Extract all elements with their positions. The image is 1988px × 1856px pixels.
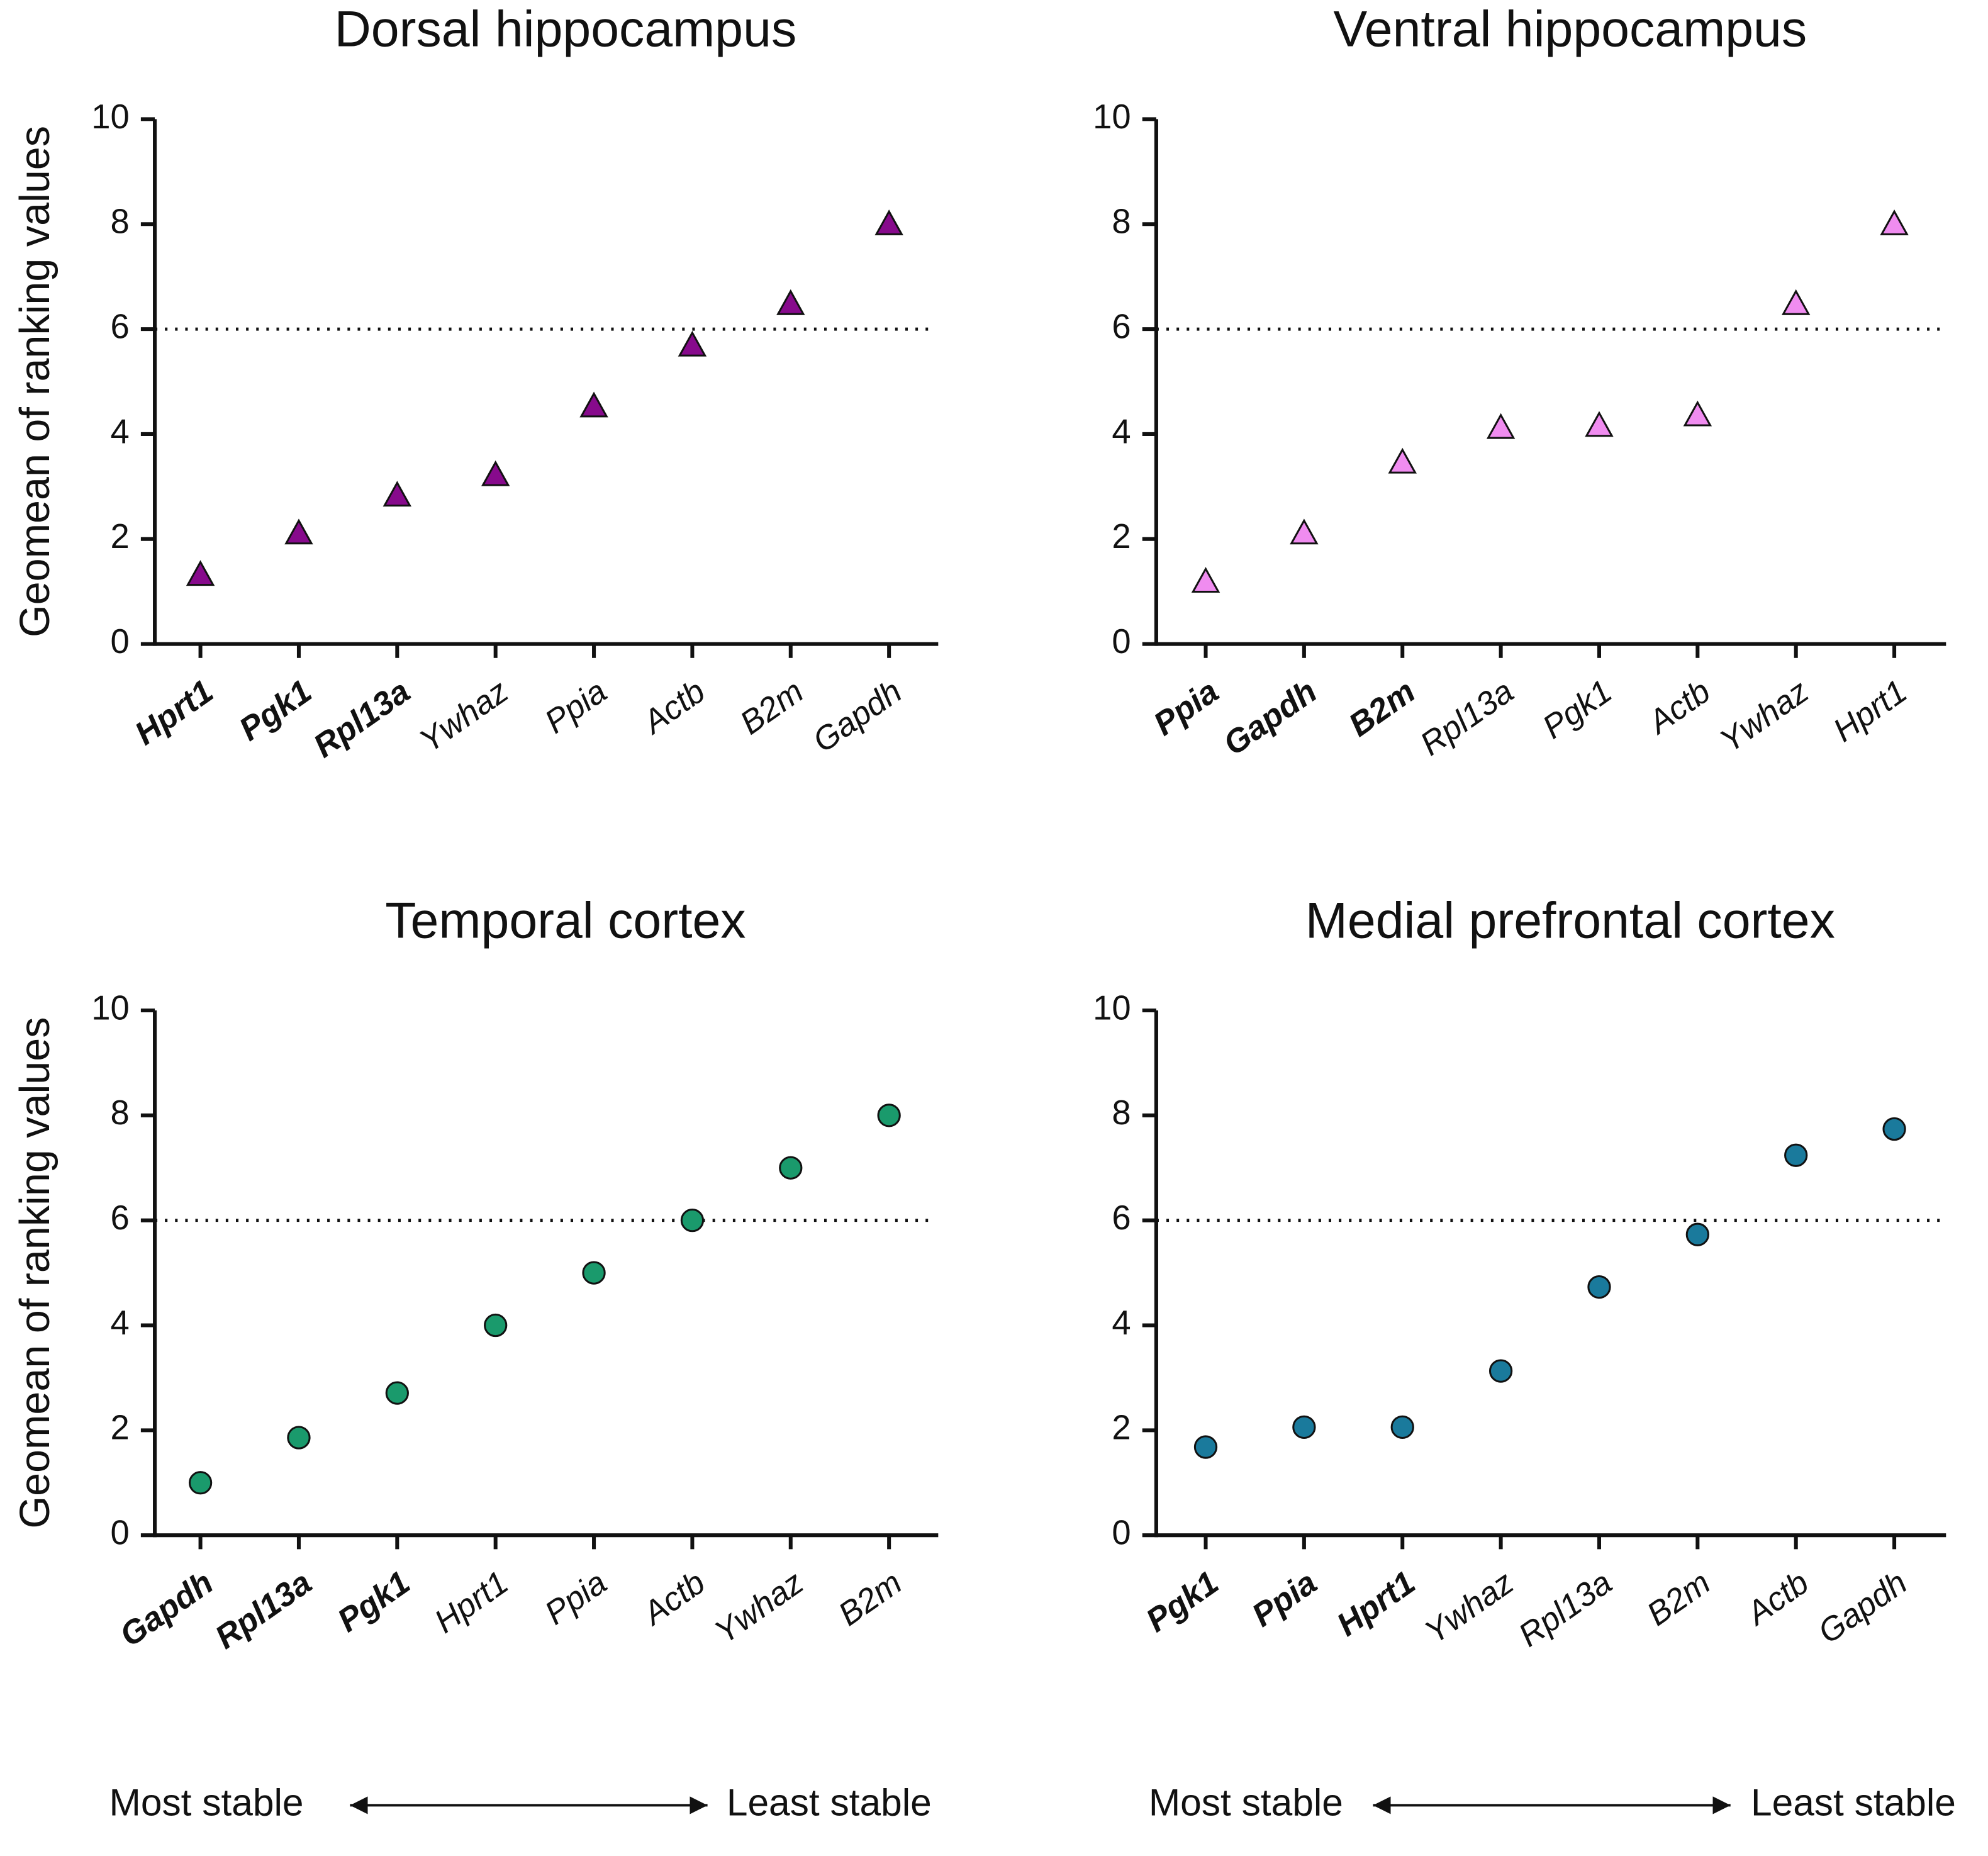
x-tick-label: Actb [1641, 673, 1717, 742]
data-point [680, 1209, 705, 1233]
x-tick-label: B2m [1343, 673, 1422, 744]
x-tick-label: Ppia [1148, 673, 1226, 743]
y-tick-label: 4 [1112, 412, 1131, 450]
data-point [284, 518, 313, 545]
x-tick-label: Rpl13a [209, 1564, 318, 1656]
y-tick-label: 4 [111, 412, 130, 450]
x-tick-label: Gapdh [1812, 1564, 1914, 1651]
data-point [385, 1381, 409, 1405]
annotation: Most stable [1149, 1781, 1343, 1823]
data-point [186, 560, 215, 586]
y-tick-label: 4 [111, 1304, 130, 1342]
y-axis-label: Geomean of ranking values [12, 1017, 59, 1529]
data-point [776, 289, 805, 315]
x-tick-label: Pgk1 [233, 673, 318, 748]
annotation: Most stable [109, 1781, 304, 1823]
x-tick-label: Ywhaz [413, 673, 515, 760]
data-point [779, 1156, 803, 1180]
data-point [481, 460, 510, 486]
x-tick-label: Actb [635, 1564, 712, 1633]
y-tick-label: 10 [1093, 98, 1131, 136]
annotation: Least stable [1751, 1781, 1956, 1823]
y-tick-label: 10 [91, 98, 130, 136]
x-tick-label: Hprt1 [1331, 1564, 1422, 1643]
y-axis-label: Geomean of ranking values [12, 126, 59, 637]
data-point [1880, 209, 1909, 235]
data-point [1784, 1143, 1808, 1167]
x-tick-label: Actb [1739, 1564, 1816, 1633]
x-tick-label: Rpl13a [1512, 1564, 1619, 1654]
data-point [1191, 567, 1220, 593]
x-tick-label: Ywhaz [1419, 1564, 1521, 1651]
y-tick-label: 6 [111, 1199, 130, 1237]
x-tick-label: B2m [1641, 1564, 1717, 1633]
x-tick-label: Pgk1 [1536, 673, 1619, 746]
y-tick-label: 8 [1112, 203, 1131, 241]
y-tick-label: 6 [1112, 1199, 1131, 1237]
x-tick-label: Rpl13a [307, 673, 416, 765]
data-point [1685, 1222, 1709, 1246]
y-tick-label: 4 [1112, 1304, 1131, 1342]
x-tick-label: Ppia [539, 1564, 613, 1632]
y-tick-label: 2 [1112, 517, 1131, 556]
x-tick-label: Actb [635, 673, 712, 742]
y-tick-label: 8 [111, 1093, 130, 1132]
data-point [1390, 1415, 1414, 1439]
data-point [1388, 447, 1417, 474]
data-point [874, 209, 903, 235]
y-tick-label: 6 [111, 307, 130, 345]
y-tick-label: 2 [111, 517, 130, 556]
data-point [579, 391, 608, 418]
data-point [1292, 1415, 1316, 1439]
data-point [484, 1313, 508, 1338]
chart-title: Temporal cortex [385, 892, 746, 949]
x-tick-label: Gapdh [1217, 673, 1324, 763]
data-point [1488, 1359, 1513, 1383]
y-tick-label: 10 [91, 988, 130, 1027]
x-tick-label: B2m [832, 1564, 908, 1633]
x-tick-label: Ywhaz [1714, 673, 1816, 760]
y-tick-label: 8 [1112, 1093, 1131, 1132]
data-point [287, 1426, 311, 1450]
x-tick-label: Gapdh [113, 1564, 220, 1654]
chart-title: Medial prefrontal cortex [1305, 892, 1835, 949]
y-tick-label: 0 [111, 622, 130, 661]
y-tick-label: 2 [111, 1409, 130, 1447]
data-point [383, 481, 412, 507]
data-point [1486, 413, 1516, 439]
x-tick-label: Ywhaz [708, 1564, 810, 1651]
x-tick-label: Ppia [539, 673, 613, 741]
data-point [1683, 400, 1712, 427]
y-tick-label: 6 [1112, 307, 1131, 345]
x-tick-label: B2m [734, 673, 810, 742]
annotation: Least stable [727, 1781, 932, 1823]
x-tick-label: Pgk1 [1140, 1564, 1226, 1639]
x-tick-label: Gapdh [807, 673, 908, 760]
data-point [188, 1471, 213, 1495]
chart-title: Ventral hippocampus [1333, 1, 1807, 58]
y-tick-label: 0 [1112, 622, 1131, 661]
x-tick-label: Hprt1 [128, 673, 220, 752]
chart-title: Dorsal hippocampus [335, 1, 797, 58]
data-point [1587, 1275, 1611, 1299]
y-tick-label: 10 [1093, 988, 1131, 1027]
data-point [1290, 518, 1319, 545]
data-point [1193, 1435, 1218, 1459]
y-tick-label: 0 [1112, 1514, 1131, 1552]
data-point [678, 330, 707, 357]
y-tick-label: 0 [111, 1514, 130, 1552]
data-point [1585, 411, 1614, 437]
x-tick-label: Hprt1 [1827, 673, 1914, 749]
y-tick-label: 8 [111, 203, 130, 241]
data-point [877, 1104, 901, 1127]
x-tick-label: Pgk1 [331, 1564, 416, 1639]
y-tick-label: 2 [1112, 1409, 1131, 1447]
data-point [1781, 289, 1811, 315]
x-tick-label: Ppia [1246, 1564, 1324, 1634]
data-point [1882, 1117, 1906, 1141]
x-tick-label: Hprt1 [428, 1564, 515, 1640]
x-tick-label: Rpl13a [1414, 673, 1520, 763]
data-point [582, 1261, 606, 1285]
